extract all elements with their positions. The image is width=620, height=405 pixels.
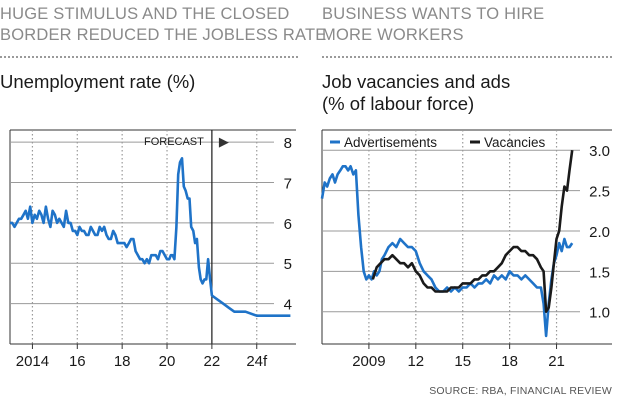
right-x-tick-label: 21 [548, 353, 565, 370]
left-y-tick-label: 7 [284, 175, 292, 192]
left-y-tick-label: 6 [284, 216, 292, 233]
right-y-tick-label: 1.0 [589, 305, 610, 322]
right-subtitle-line-2: (% of labour force) [322, 93, 475, 114]
left-subtitle: Unemployment rate (%) [0, 71, 196, 92]
left-y-tick-label: 8 [284, 135, 292, 152]
forecast-label: FORECAST [144, 136, 204, 148]
right-headline-line-2: MORE WORKERS [322, 26, 464, 44]
left-x-tick-label: 24f [246, 353, 268, 370]
right-x-tick-label: 2009 [352, 353, 385, 370]
right-subtitle: Job vacancies and ads (% of labour force… [322, 71, 510, 115]
right-x-tick-label: 15 [454, 353, 471, 370]
left-headline-line-1: HUGE STIMULUS AND THE CLOSED [0, 5, 290, 23]
left-headline: HUGE STIMULUS AND THE CLOSED BORDER REDU… [0, 4, 326, 46]
left-divider [0, 56, 298, 58]
source-note: SOURCE: RBA, FINANCIAL REVIEW [429, 385, 612, 397]
left-x-tick-label: 18 [114, 353, 131, 370]
left-headline-line-2: BORDER REDUCED THE JOBLESS RATE [0, 26, 327, 44]
right-y-tick-label: 3.0 [589, 143, 610, 160]
right-subtitle-line-1: Job vacancies and ads [322, 71, 511, 92]
unemployment-line [10, 157, 291, 318]
legend-advertisements-label: Advertisements [344, 135, 437, 150]
right-x-tick-label: 18 [501, 353, 518, 370]
left-x-tick-label: 16 [69, 353, 86, 370]
left-x-tick-label: 2014 [16, 353, 49, 370]
right-headline: BUSINESS WANTS TO HIRE MORE WORKERS [322, 4, 544, 46]
right-divider [322, 56, 612, 58]
right-headline-line-1: BUSINESS WANTS TO HIRE [322, 5, 545, 23]
advertisements-line [320, 165, 574, 338]
left-x-tick-label: 20 [159, 353, 176, 370]
right-x-tick-label: 12 [407, 353, 424, 370]
legend-vacancies-label: Vacancies [484, 135, 546, 150]
forecast-arrow-icon: ▶ [219, 134, 229, 149]
left-y-tick-label: 4 [284, 297, 292, 314]
vacancies-line [371, 150, 574, 314]
right-y-tick-label: 2.5 [589, 184, 610, 201]
right-y-tick-label: 2.0 [589, 224, 610, 241]
left-y-tick-label: 5 [284, 256, 292, 273]
left-x-tick-label: 22 [204, 353, 221, 370]
right-y-tick-label: 1.5 [589, 264, 610, 281]
